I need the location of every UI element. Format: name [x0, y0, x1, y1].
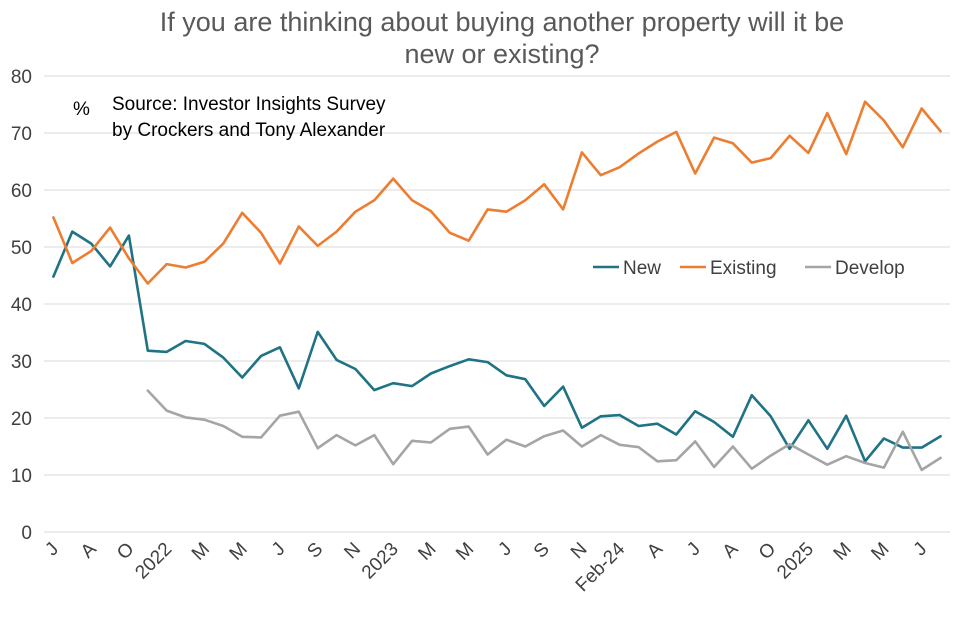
x-tick-label: J: [268, 539, 290, 561]
x-tick-label: A: [77, 538, 101, 562]
source-note-line-2: by Crockers and Tony Alexander: [112, 120, 386, 141]
y-tick-label: 10: [11, 466, 32, 487]
x-tick-label: 2022: [131, 539, 176, 584]
x-tick-label: M: [452, 539, 478, 565]
x-tick-label: O: [113, 539, 138, 564]
y-tick-label: 0: [21, 523, 32, 544]
legend-label-develop: Develop: [835, 258, 905, 279]
x-tick-label: 2023: [358, 539, 403, 584]
x-tick-label: M: [414, 539, 440, 565]
y-tick-label: 60: [11, 181, 32, 202]
chart-title-line-1: If you are thinking about buying another…: [160, 7, 844, 37]
legend-label-new: New: [623, 258, 661, 279]
series-line-new: [52, 230, 942, 463]
x-tick-label: M: [867, 539, 893, 565]
x-tick-label: M: [188, 539, 214, 565]
x-tick-label: 2025: [773, 539, 818, 584]
y-tick-label: 70: [11, 124, 32, 145]
chart-title-line-2: new or existing?: [404, 39, 599, 69]
unit-label: %: [73, 99, 90, 120]
x-tick-label: N: [567, 539, 592, 564]
series-line-existing: [52, 100, 942, 285]
x-tick-label: M: [226, 539, 252, 565]
series-line-develop: [146, 389, 942, 472]
x-tick-label: N: [340, 539, 365, 564]
y-tick-label: 40: [11, 295, 32, 316]
x-tick-label: A: [719, 538, 743, 562]
series-lines: [52, 100, 942, 472]
legend-label-existing: Existing: [710, 258, 777, 279]
x-tick-label: S: [303, 539, 327, 563]
source-note-line-1: Source: Investor Insights Survey: [112, 94, 386, 115]
y-axis-tick-labels: 0 10 20 30 40 50 60 70 80: [11, 67, 32, 544]
legend: New Existing Develop: [593, 258, 905, 279]
y-tick-label: 80: [11, 67, 32, 88]
x-tick-label: J: [494, 539, 516, 561]
y-tick-label: 50: [11, 238, 32, 259]
y-tick-label: 30: [11, 352, 32, 373]
x-tick-label: A: [643, 538, 667, 562]
x-tick-label: O: [755, 539, 780, 564]
y-tick-label: 20: [11, 409, 32, 430]
x-tick-label: J: [683, 539, 705, 561]
x-tick-label: J: [910, 539, 932, 561]
x-tick-label: M: [830, 539, 856, 565]
x-tick-label: J: [41, 539, 63, 561]
x-tick-label: S: [530, 539, 554, 563]
